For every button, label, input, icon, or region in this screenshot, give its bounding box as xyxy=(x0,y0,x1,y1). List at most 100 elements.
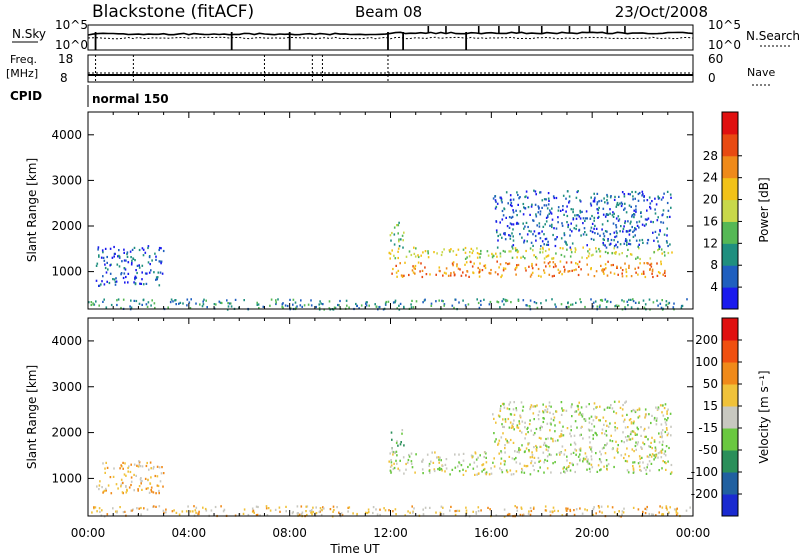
scatter-cell xyxy=(633,420,635,423)
scatter-cell xyxy=(137,488,139,491)
scatter-cell xyxy=(668,446,670,450)
scatter-cell xyxy=(436,456,438,459)
scatter-cell xyxy=(661,443,664,446)
scatter-cell xyxy=(644,408,647,411)
scatter-cell xyxy=(560,429,563,432)
scatter-cell xyxy=(663,407,666,410)
scatter-cell xyxy=(632,230,634,233)
scatter-cell xyxy=(490,268,492,272)
scatter-cell xyxy=(435,511,437,514)
scatter-cell xyxy=(502,214,505,217)
scatter-cell xyxy=(104,247,107,250)
scatter-cell xyxy=(562,409,565,412)
scatter-cell xyxy=(574,443,577,446)
colorbar-tick-label: 20 xyxy=(703,193,718,207)
scatter-cell xyxy=(298,513,301,516)
scatter-cell xyxy=(629,438,632,441)
scatter-cell xyxy=(656,417,658,420)
scatter-cell xyxy=(127,470,129,473)
scatter-cell xyxy=(658,247,660,250)
scatter-cell xyxy=(542,420,545,424)
scatter-cell xyxy=(529,506,532,510)
scatter-cell xyxy=(540,437,542,440)
scatter-cell xyxy=(452,250,455,253)
scatter-cell xyxy=(392,301,395,304)
scatter-cell xyxy=(564,449,567,452)
scatter-cell xyxy=(433,468,436,471)
scatter-cell xyxy=(563,453,566,456)
scatter-cell xyxy=(578,260,581,263)
scatter-cell xyxy=(234,298,237,301)
scatter-cell xyxy=(509,204,512,207)
scatter-cell xyxy=(644,218,647,221)
scatter-cell xyxy=(610,264,613,267)
scatter-cell xyxy=(615,251,617,254)
scatter-cell xyxy=(551,510,553,513)
scatter-cell xyxy=(140,477,142,480)
scatter-cell xyxy=(511,245,513,248)
scatter-cell xyxy=(94,506,97,509)
scatter-cell xyxy=(470,260,472,264)
scatter-cell xyxy=(542,403,544,406)
scatter-cell xyxy=(479,262,481,265)
scatter-cell xyxy=(599,304,601,307)
colorbar-segment xyxy=(722,221,738,244)
scatter-cell xyxy=(112,475,115,478)
scatter-cell xyxy=(603,408,606,411)
scatter-cell xyxy=(130,263,133,266)
scatter-cell xyxy=(609,212,611,215)
scatter-cell xyxy=(624,436,627,439)
scatter-cell xyxy=(518,420,520,423)
scatter-cell xyxy=(394,301,396,304)
scatter-cell xyxy=(515,273,517,276)
scatter-cell xyxy=(659,451,661,454)
scatter-cell xyxy=(552,440,554,443)
scatter-cell xyxy=(102,275,104,278)
scatter-cell xyxy=(529,247,532,250)
scatter-cell xyxy=(571,403,573,406)
scatter-cell xyxy=(653,440,656,443)
scatter-cell xyxy=(497,442,500,445)
scatter-cell xyxy=(665,462,667,465)
scatter-cell xyxy=(563,466,565,469)
scatter-cell xyxy=(609,208,611,211)
scatter-cell xyxy=(458,453,460,456)
scatter-cell xyxy=(402,239,404,242)
scatter-cell xyxy=(390,459,392,462)
scatter-cell xyxy=(658,196,661,200)
scatter-cell xyxy=(242,512,245,515)
scatter-cell xyxy=(570,452,572,456)
scatter-cell xyxy=(518,197,520,200)
scatter-cell xyxy=(581,415,584,418)
scatter-cell xyxy=(156,276,159,279)
scatter-cell xyxy=(606,300,609,303)
scatter-cell xyxy=(430,304,433,307)
scatter-cell xyxy=(464,246,467,250)
scatter-cell xyxy=(576,263,579,266)
power-scatter-cells xyxy=(88,189,688,311)
scatter-cell xyxy=(582,217,585,220)
scatter-cell xyxy=(501,236,503,239)
scatter-cell xyxy=(397,250,399,253)
scatter-cell xyxy=(133,299,136,302)
scatter-cell xyxy=(645,469,647,472)
scatter-cell xyxy=(523,241,525,244)
scatter-cell xyxy=(198,510,200,513)
scatter-cell xyxy=(475,458,478,461)
scatter-cell xyxy=(598,510,601,513)
scatter-cell xyxy=(636,408,639,412)
scatter-cell xyxy=(657,216,659,219)
scatter-cell xyxy=(579,453,581,456)
scatter-cell xyxy=(499,306,501,309)
scatter-cell xyxy=(516,424,519,427)
scatter-cell xyxy=(136,507,138,510)
scatter-cell xyxy=(649,207,652,210)
scatter-cell xyxy=(530,509,533,513)
scatter-cell xyxy=(624,426,627,429)
scatter-cell xyxy=(625,239,628,242)
scatter-cell xyxy=(494,195,496,198)
scatter-cell xyxy=(285,510,287,513)
scatter-cell xyxy=(603,446,605,449)
scatter-cell xyxy=(154,474,157,478)
scatter-cell xyxy=(292,510,294,514)
